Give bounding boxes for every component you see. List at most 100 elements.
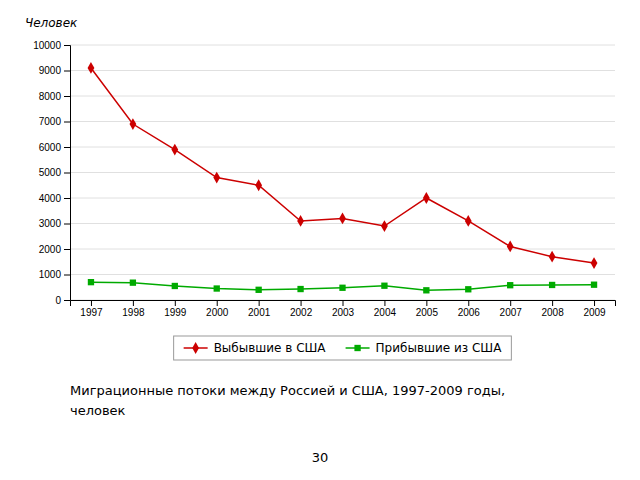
marker bbox=[297, 286, 303, 292]
plot: 1997199819992000200120022003200420052006… bbox=[25, 16, 616, 318]
marker bbox=[549, 282, 555, 288]
y-tick-mark bbox=[64, 45, 70, 46]
marker bbox=[339, 213, 346, 225]
marker bbox=[213, 172, 220, 184]
x-tick: 1998 bbox=[122, 300, 145, 318]
legend-label: Прибывшие из США bbox=[376, 341, 503, 355]
x-tick-label: 2007 bbox=[500, 307, 523, 318]
grid-line bbox=[70, 198, 615, 199]
marker bbox=[423, 192, 430, 204]
y-tick-label: 5000 bbox=[39, 167, 62, 178]
y-tick-mark bbox=[64, 300, 70, 301]
grid-line bbox=[70, 274, 615, 275]
grid bbox=[70, 45, 615, 300]
legend-marker bbox=[354, 345, 360, 351]
y-tick-mark bbox=[64, 122, 70, 123]
y-tick-label: 2000 bbox=[39, 244, 62, 255]
y-tick-label: 0 bbox=[55, 295, 61, 306]
title: человек bbox=[70, 403, 126, 418]
x-axis: 1997199819992000200120022003200420052006… bbox=[71, 300, 616, 318]
marker bbox=[507, 241, 514, 253]
legend-marker bbox=[192, 342, 199, 354]
x-tick-label: 2002 bbox=[290, 307, 313, 318]
x-tick-mark bbox=[217, 300, 218, 306]
y-tick-mark bbox=[64, 96, 70, 97]
y-tick: 4000 bbox=[39, 193, 70, 204]
x-tick: 2009 bbox=[583, 300, 606, 318]
y-tick: 3000 bbox=[39, 218, 70, 229]
y-axis: 0 1000 2000 3000 4000 5000 6000 7000 8000 9000 100… bbox=[33, 40, 70, 306]
y-tick-label: 7000 bbox=[39, 116, 62, 127]
x-tick-label: 2005 bbox=[416, 307, 439, 318]
marker bbox=[381, 220, 388, 232]
y-tick-label: 1000 bbox=[39, 269, 62, 280]
marker bbox=[549, 251, 556, 263]
x-tick-label: 1998 bbox=[122, 307, 145, 318]
marker bbox=[591, 257, 598, 269]
y-tick: 9000 bbox=[39, 65, 70, 76]
legend-items: Выбывшие в США Прибывшие из США bbox=[184, 341, 503, 355]
x-tick: 2005 bbox=[416, 300, 439, 318]
x-tick: 1997 bbox=[80, 300, 103, 318]
x-tick-label: 2008 bbox=[541, 307, 564, 318]
marker bbox=[507, 282, 513, 288]
x-tick: 2007 bbox=[500, 300, 523, 318]
y-tick-label: 9000 bbox=[39, 65, 62, 76]
x-tick: 2001 bbox=[248, 300, 271, 318]
y-tick-mark bbox=[64, 173, 70, 174]
x-tick-mark bbox=[133, 300, 134, 306]
y-tick-mark bbox=[64, 249, 70, 250]
x-tick-mark bbox=[552, 300, 553, 306]
x-tick-label: 1997 bbox=[80, 307, 103, 318]
y-tick: 5000 bbox=[39, 167, 70, 178]
x-tick: 2003 bbox=[332, 300, 355, 318]
marker bbox=[465, 286, 471, 292]
y-tick-label: 3000 bbox=[39, 218, 62, 229]
marker bbox=[255, 287, 261, 293]
marker bbox=[130, 279, 136, 285]
marker bbox=[381, 283, 387, 289]
y-axis-line bbox=[64, 46, 71, 301]
x-tick-mark bbox=[175, 300, 176, 306]
x-tick: 2008 bbox=[541, 300, 564, 318]
y-tick-label: 6000 bbox=[39, 142, 62, 153]
x-tick: 2002 bbox=[290, 300, 313, 318]
y-tick: 6000 bbox=[39, 142, 70, 153]
x-tick-label: 2000 bbox=[206, 307, 229, 318]
x-tick-mark bbox=[301, 300, 302, 306]
y-tick-label: 8000 bbox=[39, 91, 62, 102]
x-tick-mark bbox=[384, 300, 385, 306]
x-tick-mark bbox=[259, 300, 260, 306]
x-tick-label: 2006 bbox=[458, 307, 481, 318]
x-tick: 1999 bbox=[164, 300, 187, 318]
legend-item: Выбывшие в США bbox=[184, 341, 327, 355]
x-tick-mark bbox=[426, 300, 427, 306]
grid-line bbox=[70, 96, 615, 97]
marker bbox=[214, 285, 220, 291]
marker bbox=[423, 287, 429, 293]
legend: Выбывшие в США Прибывшие из США bbox=[174, 336, 512, 360]
grid-line bbox=[70, 45, 615, 46]
marker bbox=[591, 282, 597, 288]
y-tick-label: 4000 bbox=[39, 193, 62, 204]
legend-item: Прибывшие из США bbox=[346, 341, 503, 355]
legend-box bbox=[174, 336, 512, 360]
y-tick-mark bbox=[64, 71, 70, 72]
y-tick: 2000 bbox=[39, 244, 70, 255]
x-tick-mark bbox=[91, 300, 92, 306]
marker bbox=[339, 285, 345, 291]
grid-line bbox=[70, 147, 615, 148]
grid-line bbox=[70, 70, 615, 71]
marker bbox=[129, 118, 136, 130]
marker bbox=[171, 144, 178, 156]
x-tick: 2000 bbox=[206, 300, 229, 318]
y-tick: 1000 bbox=[39, 269, 70, 280]
grid-line bbox=[70, 172, 615, 173]
grid-line bbox=[70, 249, 615, 250]
marks bbox=[88, 62, 598, 293]
y-tick-label: 10000 bbox=[33, 40, 61, 51]
x-tick-mark bbox=[343, 300, 344, 306]
y-tick-mark bbox=[64, 275, 70, 276]
x-tick-label: 2003 bbox=[332, 307, 355, 318]
marker bbox=[465, 215, 472, 227]
